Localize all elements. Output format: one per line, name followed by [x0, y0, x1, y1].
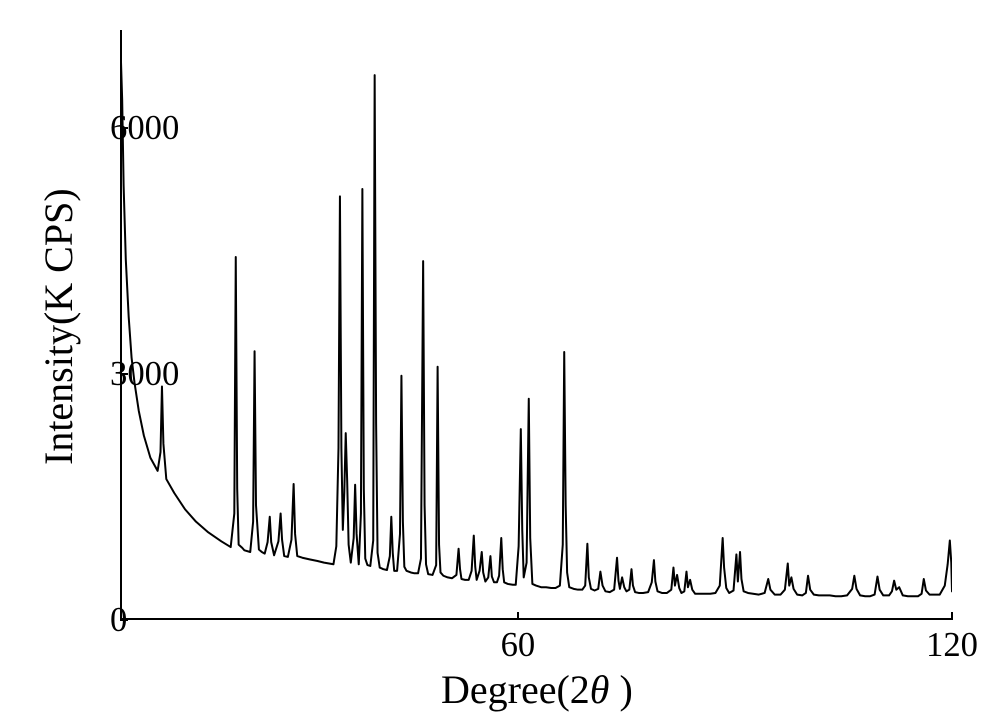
y-axis-label-text: Intensity(K CPS) [36, 188, 81, 465]
x-axis [120, 618, 952, 620]
x-axis-label-suffix: ) [609, 667, 632, 712]
figure-root: 60120 030006000 Intensity(K CPS) Degree(… [0, 0, 1000, 728]
xrd-line [120, 30, 952, 596]
x-tick-label: 60 [488, 626, 548, 665]
x-tick [517, 612, 519, 620]
x-axis-label-theta: θ [590, 667, 610, 712]
xrd-series [120, 30, 952, 620]
y-axis-label: Intensity(K CPS) [35, 188, 82, 465]
x-tick-label: 120 [922, 626, 982, 665]
x-axis-label-prefix: Degree(2 [441, 667, 590, 712]
x-tick [951, 612, 953, 620]
plot-area: 60120 030006000 [120, 30, 952, 620]
x-axis-label: Degree(2θ ) [441, 666, 633, 713]
